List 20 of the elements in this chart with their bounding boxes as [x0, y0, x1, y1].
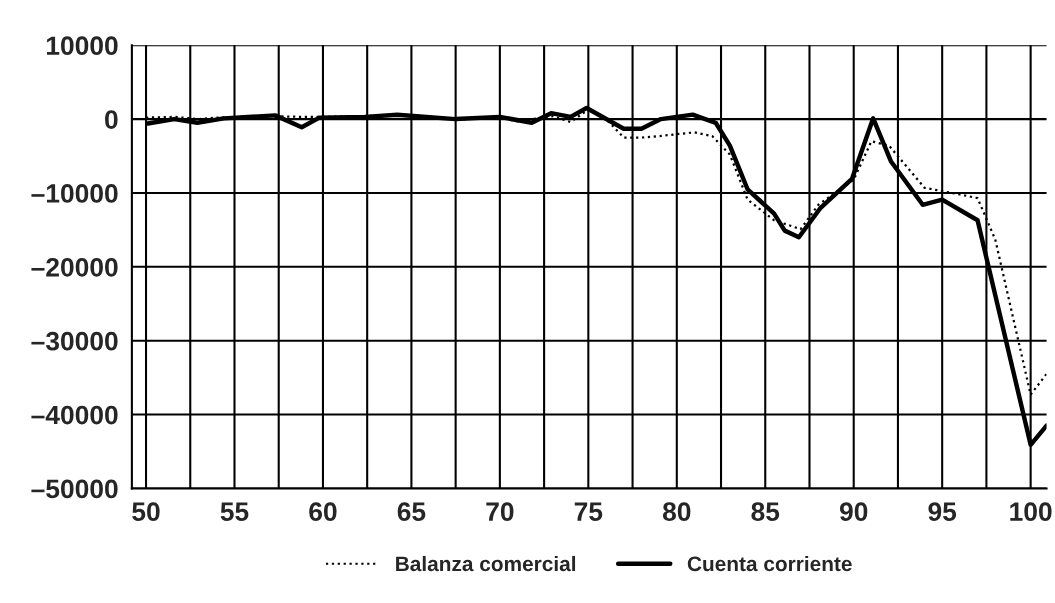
y-tick-label: 0: [105, 110, 118, 129]
x-tick-label: 90: [839, 502, 868, 522]
y-tick-label: –10000: [31, 184, 118, 203]
legend-label: Cuenta corriente: [687, 555, 852, 572]
x-tick-label: 50: [132, 502, 160, 522]
x-tick-label: 95: [928, 502, 957, 522]
x-tick-label: 75: [574, 502, 603, 522]
legend-label: Balanza comercial: [396, 555, 576, 572]
y-tick-label: 10000: [46, 36, 118, 56]
x-tick-label: 65: [397, 502, 426, 522]
x-tick-label: 100: [1010, 502, 1052, 522]
x-tick-label: 85: [751, 502, 780, 522]
y-tick-label: –30000: [31, 331, 118, 351]
y-tick-label: –40000: [31, 405, 118, 425]
y-tick-label: –20000: [31, 257, 118, 277]
x-tick-label: 80: [662, 502, 691, 522]
y-tick-label: –50000: [31, 479, 118, 499]
x-tick-label: 70: [486, 502, 514, 522]
x-tick-label: 55: [220, 502, 249, 522]
x-tick-label: 60: [309, 502, 337, 522]
